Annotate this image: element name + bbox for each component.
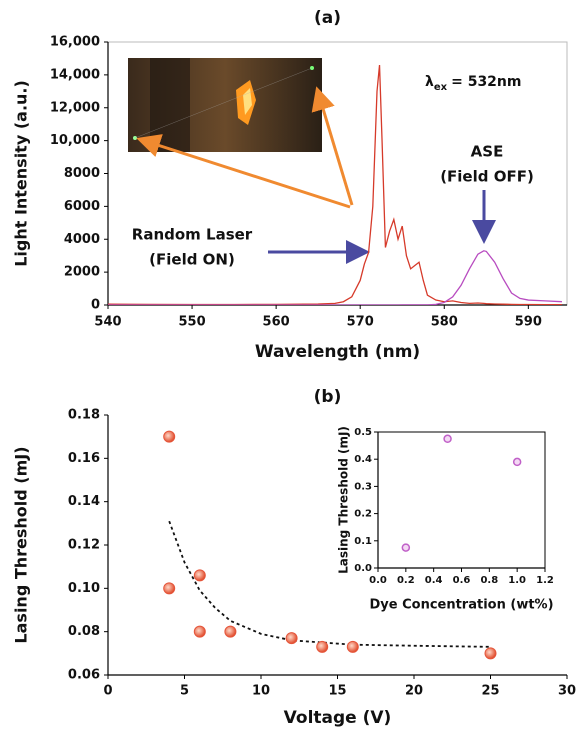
y-tick-label: 0.1 bbox=[354, 536, 372, 547]
x-tick-label: 0 bbox=[103, 684, 112, 699]
y-tick-label: 0.5 bbox=[354, 427, 372, 438]
point bbox=[512, 457, 522, 467]
chart-title: (b) bbox=[314, 387, 342, 407]
y-tick-label: 0.3 bbox=[354, 481, 372, 492]
point bbox=[484, 647, 497, 660]
annotation: (Field OFF) bbox=[440, 168, 534, 186]
x-tick-label: 0.4 bbox=[425, 575, 443, 586]
point bbox=[316, 640, 329, 653]
x-tick-label: 570 bbox=[347, 315, 374, 330]
y-tick-label: 0.4 bbox=[354, 454, 372, 465]
y-tick-label: 0.18 bbox=[68, 408, 100, 423]
y-tick-label: 12,000 bbox=[50, 100, 100, 115]
point bbox=[193, 569, 206, 582]
y-tick-label: 14,000 bbox=[50, 67, 100, 82]
point bbox=[163, 582, 176, 595]
x-tick-label: 580 bbox=[431, 315, 458, 330]
annotation: ASE bbox=[471, 143, 504, 161]
y-tick-label: 0.2 bbox=[354, 509, 372, 520]
fit-line bbox=[168, 520, 491, 648]
y-tick-label: 0.06 bbox=[68, 668, 100, 683]
x-axis-label: Dye Concentration (wt%) bbox=[369, 598, 553, 613]
x-tick-label: 540 bbox=[94, 315, 121, 330]
point bbox=[401, 543, 411, 552]
x-tick-label: 25 bbox=[481, 684, 499, 699]
line-series bbox=[108, 64, 562, 305]
y-tick-label: 0.16 bbox=[68, 451, 100, 466]
photo-inset bbox=[128, 58, 322, 152]
point bbox=[163, 430, 176, 443]
y-tick-label: 6000 bbox=[64, 199, 100, 214]
x-tick-label: 30 bbox=[558, 684, 576, 699]
x-tick-label: 15 bbox=[328, 684, 346, 699]
y-axis-label: Lasing Threshold (mJ) bbox=[337, 426, 351, 574]
y-tick-label: 16,000 bbox=[50, 35, 100, 50]
y-tick-label: 0.0 bbox=[354, 563, 372, 574]
x-tick-label: 10 bbox=[252, 684, 270, 699]
y-tick-label: 0.12 bbox=[68, 538, 100, 553]
point bbox=[285, 632, 298, 645]
x-tick-label: 560 bbox=[263, 315, 290, 330]
y-tick-label: 10,000 bbox=[50, 133, 100, 148]
annotation: λex = 532nm bbox=[425, 74, 521, 93]
x-tick-label: 0.8 bbox=[480, 575, 498, 586]
x-axis-label: Voltage (V) bbox=[284, 708, 392, 728]
x-tick-label: 5 bbox=[180, 684, 189, 699]
point bbox=[224, 625, 237, 638]
x-tick-label: 20 bbox=[405, 684, 423, 699]
x-tick-label: 0.0 bbox=[369, 575, 387, 586]
y-tick-label: 0.08 bbox=[68, 624, 100, 639]
y-axis-label: Light Intensity (a.u.) bbox=[12, 80, 31, 267]
line-series bbox=[108, 250, 562, 305]
x-tick-label: 0.6 bbox=[453, 575, 471, 586]
arrow bbox=[311, 86, 354, 206]
x-tick-label: 1.2 bbox=[536, 575, 554, 586]
y-tick-label: 4000 bbox=[64, 232, 100, 247]
annotation: (Field ON) bbox=[149, 251, 235, 269]
y-tick-label: 0.14 bbox=[68, 494, 100, 509]
annotation: Random Laser bbox=[132, 226, 253, 244]
point bbox=[193, 625, 206, 638]
x-axis-label: Wavelength (nm) bbox=[255, 342, 420, 362]
x-tick-label: 590 bbox=[515, 315, 542, 330]
y-tick-label: 0.10 bbox=[68, 581, 100, 596]
arrow bbox=[136, 134, 351, 209]
y-tick-label: 2000 bbox=[64, 265, 100, 280]
x-tick-label: 1.0 bbox=[508, 575, 526, 586]
point bbox=[346, 640, 359, 653]
chart-title: (a) bbox=[314, 8, 341, 28]
x-tick-label: 550 bbox=[178, 315, 205, 330]
y-tick-label: 8000 bbox=[64, 166, 100, 181]
y-tick-label: 0 bbox=[91, 298, 100, 313]
point bbox=[443, 434, 452, 444]
y-axis-label: Lasing Threshold (mJ) bbox=[12, 446, 31, 643]
x-tick-label: 0.2 bbox=[397, 575, 415, 586]
